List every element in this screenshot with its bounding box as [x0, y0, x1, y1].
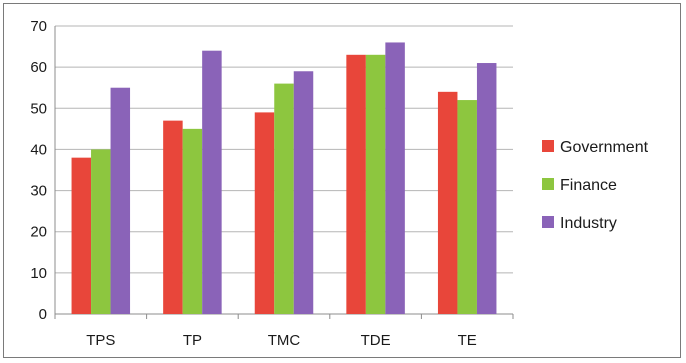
y-tick-label: 10: [30, 265, 47, 282]
bar-industry-tmc: [293, 71, 314, 314]
legend-swatch-government: [542, 140, 554, 152]
bar-government-te: [437, 91, 458, 314]
y-tick-label: 0: [39, 306, 47, 323]
x-category-label: TPS: [86, 332, 115, 349]
bar-government-tp: [163, 120, 183, 314]
legend-swatch-finance: [542, 178, 554, 190]
bar-industry-tps: [110, 87, 131, 314]
legend-label-government: Government: [560, 139, 649, 156]
x-category-label: TE: [458, 332, 477, 349]
y-tick-label: 20: [30, 224, 47, 241]
bar-finance-tmc: [274, 83, 294, 314]
bar-finance-tps: [91, 149, 111, 314]
legend: Government Finance Industry: [542, 139, 649, 232]
bar-finance-tp: [182, 128, 203, 314]
x-category-label: TP: [183, 332, 202, 349]
bar-finance-tde: [365, 54, 386, 315]
bar-finance-te: [457, 100, 477, 314]
y-tick-label: 40: [30, 141, 47, 158]
y-tick-label: 60: [30, 59, 47, 76]
bar-government-tps: [71, 157, 92, 314]
x-category-label: TMC: [268, 332, 301, 349]
y-tick-label: 70: [30, 18, 47, 35]
bars: [71, 42, 497, 315]
x-category-label: TDE: [361, 332, 391, 349]
y-axis-ticks: 0 10 20 30 40 50 60 70: [30, 18, 47, 323]
y-tick-label: 50: [30, 100, 47, 117]
legend-label-industry: Industry: [560, 215, 617, 232]
legend-label-finance: Finance: [560, 177, 617, 194]
bar-government-tmc: [254, 112, 275, 315]
bar-industry-tp: [202, 50, 222, 314]
x-axis-categories: TPS TP TMC TDE TE: [86, 332, 477, 349]
y-tick-label: 30: [30, 183, 47, 200]
bar-government-tde: [346, 54, 366, 315]
legend-swatch-industry: [542, 216, 554, 228]
bar-industry-te: [476, 63, 497, 315]
bar-industry-tde: [385, 42, 405, 314]
